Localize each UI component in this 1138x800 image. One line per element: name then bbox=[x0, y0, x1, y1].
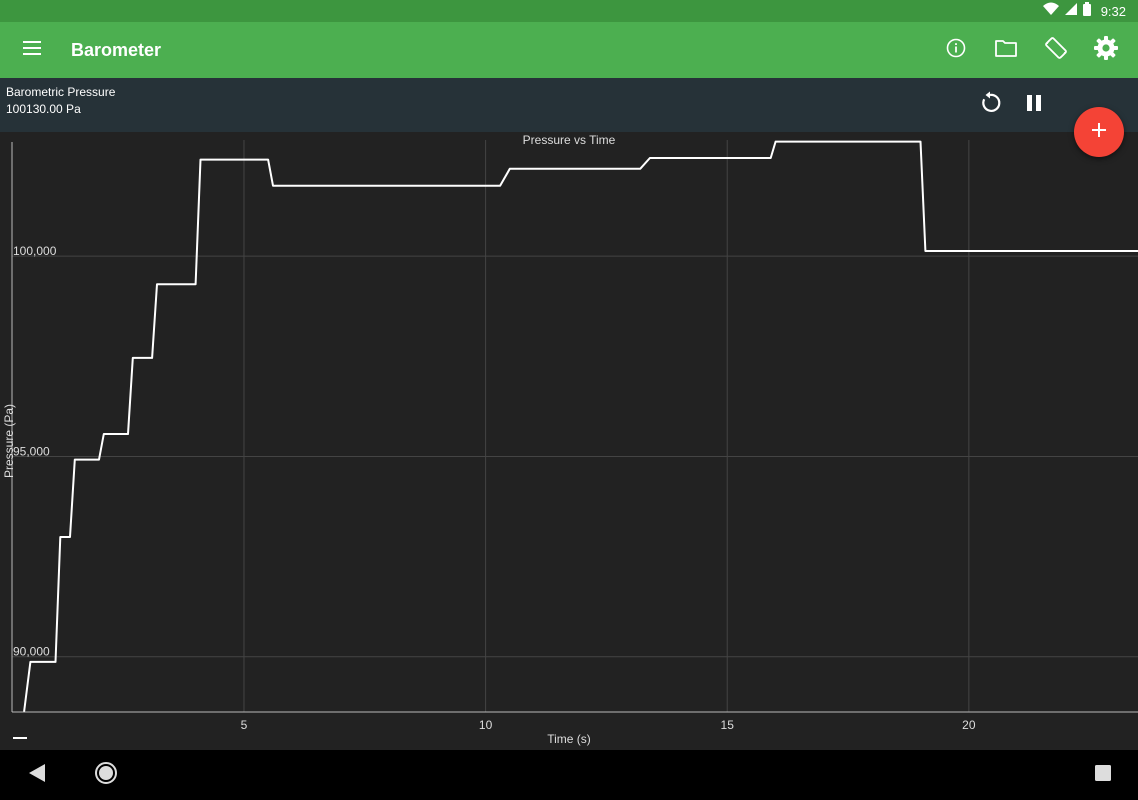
chart-title: Pressure vs Time bbox=[523, 133, 616, 147]
menu-button[interactable] bbox=[12, 30, 52, 70]
cell-signal-icon bbox=[1064, 2, 1077, 20]
settings-button[interactable] bbox=[1082, 26, 1130, 74]
status-time: 9:32 bbox=[1100, 3, 1126, 19]
app-bar: Barometer bbox=[0, 22, 1138, 78]
sensor-value: 100130.00 Pa bbox=[6, 102, 81, 116]
x-tick-label: 15 bbox=[721, 718, 735, 732]
sensor-info-bar: Barometric Pressure 100130.00 Pa bbox=[0, 78, 1138, 132]
x-tick-label: 10 bbox=[479, 718, 493, 732]
recents-button[interactable] bbox=[1090, 762, 1116, 788]
folder-button[interactable] bbox=[982, 26, 1030, 74]
status-icons: 9:32 bbox=[1042, 0, 1126, 22]
x-tick-label: 5 bbox=[241, 718, 248, 732]
y-tick-label: 100,000 bbox=[13, 244, 57, 258]
y-tick-label: 95,000 bbox=[13, 444, 50, 458]
home-button[interactable] bbox=[93, 761, 119, 790]
app-title: Barometer bbox=[71, 40, 162, 60]
navigation-bar bbox=[0, 750, 1138, 800]
folder-icon bbox=[995, 39, 1017, 62]
app-actions bbox=[930, 22, 1138, 78]
y-tick-label: 90,000 bbox=[13, 645, 50, 659]
x-tick-label: 20 bbox=[962, 718, 976, 732]
status-bar: 9:32 bbox=[0, 0, 1138, 22]
plus-icon bbox=[1092, 122, 1106, 142]
y-axis-label: Pressure (Pa) bbox=[2, 404, 16, 478]
reset-button[interactable] bbox=[970, 89, 1010, 121]
pause-button[interactable] bbox=[1014, 89, 1054, 121]
back-icon bbox=[29, 763, 45, 787]
battery-icon bbox=[1082, 1, 1091, 21]
sensor-name: Barometric Pressure bbox=[6, 85, 116, 99]
wifi-icon bbox=[1042, 2, 1059, 21]
info-button[interactable] bbox=[932, 26, 980, 74]
x-axis-label: Time (s) bbox=[547, 732, 591, 746]
settings-icon bbox=[1093, 35, 1119, 66]
back-button[interactable] bbox=[24, 762, 50, 788]
pressure-chart[interactable]: 5 10 15 20 90,000 95,000 100,000 Pressure vs T… bbox=[0, 132, 1138, 750]
screen-rotation-icon bbox=[1044, 36, 1068, 65]
hamburger-menu-icon bbox=[23, 40, 41, 60]
reset-icon bbox=[978, 91, 1002, 120]
home-icon bbox=[94, 761, 118, 790]
add-button[interactable] bbox=[1074, 107, 1124, 157]
pressure-series-line bbox=[23, 140, 1138, 712]
info-icon bbox=[946, 38, 966, 63]
screen-rotation-button[interactable] bbox=[1032, 26, 1080, 74]
recents-icon bbox=[1095, 764, 1111, 786]
pause-icon bbox=[1025, 94, 1043, 117]
